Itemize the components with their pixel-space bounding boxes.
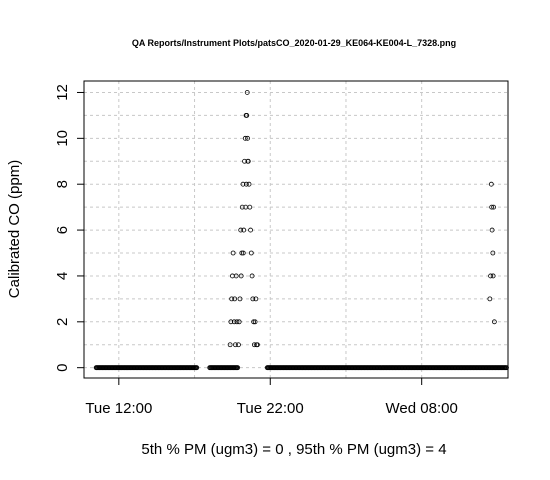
data-point xyxy=(249,273,255,279)
data-point xyxy=(236,319,242,325)
data-point xyxy=(491,204,497,210)
data-point xyxy=(234,319,240,325)
data-point xyxy=(243,181,249,187)
plot-frame xyxy=(83,80,509,379)
data-point xyxy=(230,250,236,256)
data-point xyxy=(247,204,253,210)
data-point xyxy=(246,181,252,187)
data-point xyxy=(238,273,244,279)
y-tick-label: 2 xyxy=(54,318,71,326)
data-point xyxy=(232,296,238,302)
data-point xyxy=(254,342,260,348)
data-point xyxy=(228,319,234,325)
data-point xyxy=(244,113,250,118)
data-point xyxy=(245,135,250,141)
y-tick-label: 12 xyxy=(54,84,71,101)
y-tick-label: 10 xyxy=(54,130,71,147)
data-point xyxy=(242,135,248,141)
chart-title: QA Reports/Instrument Plots/patsCO_2020-… xyxy=(132,38,456,48)
grid xyxy=(84,81,508,378)
data-point xyxy=(239,204,245,210)
y-axis-label: Calibrated CO (ppm) xyxy=(6,160,23,298)
data-point xyxy=(244,90,250,95)
data-point xyxy=(253,296,259,302)
data-point xyxy=(233,273,239,279)
data-point xyxy=(194,365,200,371)
data-point xyxy=(489,204,495,210)
x-axis: Tue 12:00 Tue 22:00 Wed 08:00 xyxy=(85,378,458,417)
pm-percentile-note: 5th % PM (ugm3) = 0 , 95th % PM (ugm3) =… xyxy=(141,441,446,458)
y-tick-label: 0 xyxy=(54,364,71,372)
x-tick-label: Tue 22:00 xyxy=(237,400,304,417)
data-point xyxy=(237,296,243,302)
data-point xyxy=(235,365,241,371)
data-point xyxy=(240,250,246,256)
data-point xyxy=(238,227,244,233)
data-point xyxy=(250,296,256,302)
data-point xyxy=(488,273,493,279)
data-point xyxy=(239,250,245,256)
data-point xyxy=(487,296,493,302)
y-tick-label: 6 xyxy=(54,226,71,234)
data-point xyxy=(490,273,496,279)
data-point xyxy=(252,319,258,325)
data-point xyxy=(240,181,246,187)
data-point xyxy=(245,158,251,164)
y-tick-label: 4 xyxy=(54,272,71,280)
data-point xyxy=(227,342,233,348)
data-point xyxy=(248,227,253,233)
data-point xyxy=(490,250,496,256)
data-points xyxy=(93,90,509,371)
y-axis: 0 2 4 6 8 10 12 xyxy=(54,84,84,372)
data-point xyxy=(491,319,497,325)
x-tick-label: Tue 12:00 xyxy=(85,400,152,417)
x-tick-label: Wed 08:00 xyxy=(386,400,458,417)
data-point xyxy=(248,250,254,256)
data-point xyxy=(489,227,495,233)
y-tick-label: 8 xyxy=(54,180,71,188)
data-point xyxy=(233,342,238,348)
data-point xyxy=(236,342,241,348)
data-point xyxy=(241,227,247,233)
data-point xyxy=(251,342,257,348)
data-point xyxy=(231,319,237,325)
data-point xyxy=(251,319,257,325)
data-point xyxy=(229,296,235,302)
data-point xyxy=(488,181,494,187)
